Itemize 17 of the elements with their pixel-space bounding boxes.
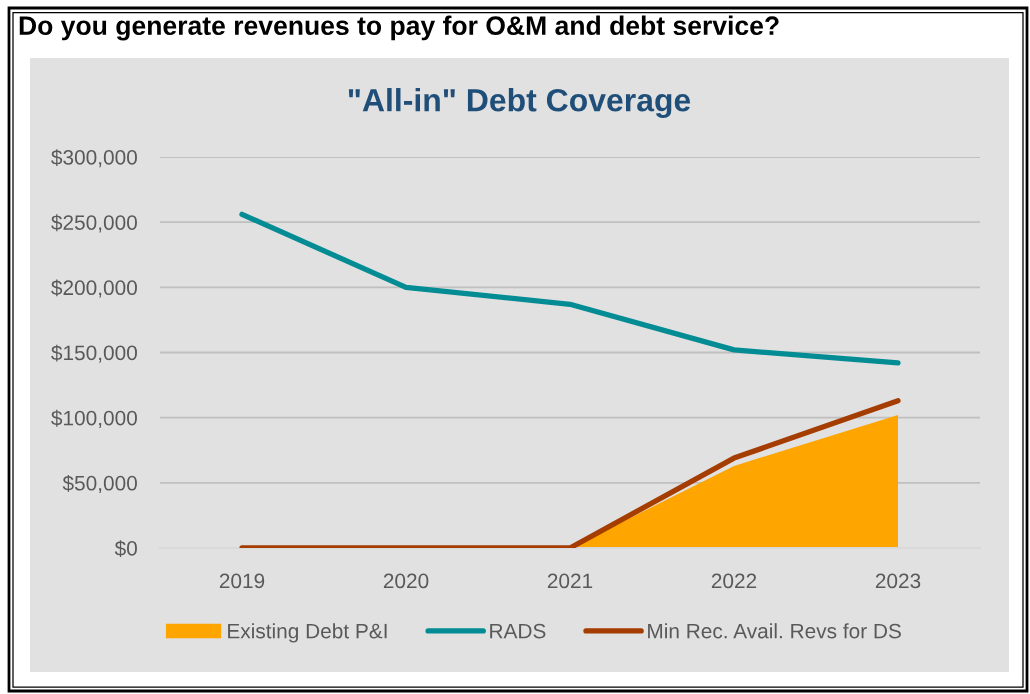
x-tick-label: 2023 <box>875 573 921 589</box>
chart-title: Do you generate revenues to pay for O&M and debt service? <box>19 15 779 41</box>
legend-label: RADS <box>490 623 546 639</box>
x-tick-label: 2021 <box>547 573 593 589</box>
x-tick-label: 2019 <box>219 573 265 589</box>
x-tick-label: 2020 <box>383 573 429 589</box>
legend-label: Existing Debt P&I <box>228 623 387 643</box>
y-tick-label: $300,000 <box>51 149 137 168</box>
legend-label: Min Rec. Avail. Revs for DS <box>648 623 901 639</box>
y-tick-label: $0 <box>114 540 137 557</box>
chart-subtitle: "All-in" Debt Coverage <box>348 88 691 118</box>
y-tick-label: $250,000 <box>51 214 137 233</box>
y-tick-label: $150,000 <box>51 344 137 363</box>
x-tick-label: 2022 <box>711 573 757 589</box>
y-tick-label: $100,000 <box>51 409 137 428</box>
y-tick-label: $50,000 <box>62 474 137 494</box>
y-tick-label: $200,000 <box>51 279 137 298</box>
